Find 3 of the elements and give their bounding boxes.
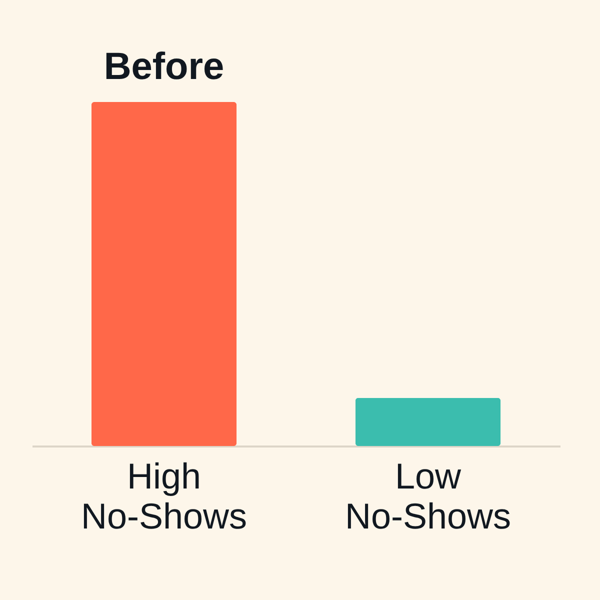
series-label: Before — [104, 46, 224, 88]
x-tick-label: Low No-Shows — [344, 456, 512, 536]
x-tick-label: High No-Shows — [80, 456, 248, 536]
